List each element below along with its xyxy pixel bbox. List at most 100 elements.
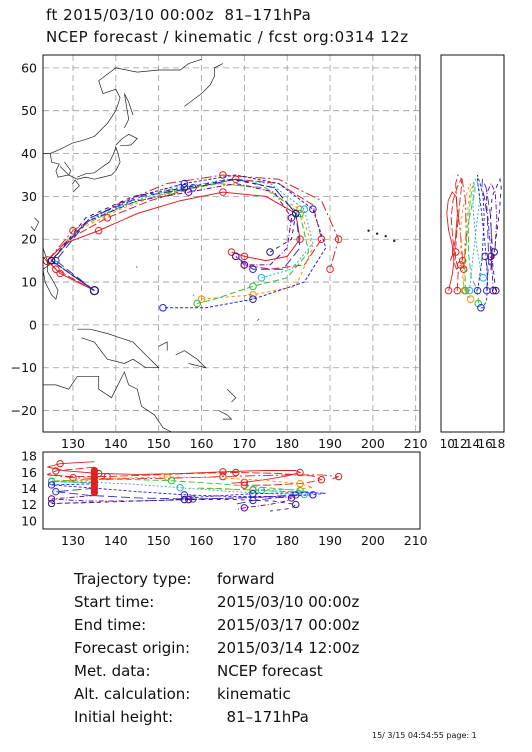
bottom-y-tick-label: 16 (21, 465, 37, 480)
trajectory-marker (184, 188, 193, 196)
coastline (71, 179, 80, 193)
bottom-start-marker (90, 466, 99, 475)
x-tick-label: 200 (361, 533, 385, 548)
side-trajectory-marker (465, 286, 474, 295)
trajectory-marker (219, 188, 227, 196)
bottom-trajectory-marker (309, 491, 317, 499)
x-tick-label: 210 (404, 436, 428, 451)
side-x-tick-label: 12 (452, 437, 467, 451)
bottom-trajectory-line (51, 476, 314, 491)
side-panel-frame (440, 54, 505, 433)
trajectory-marker (103, 213, 112, 222)
bottom-trajectory-line (47, 466, 323, 486)
main-map-ticks: 130 140 150 160 170 180 190 200 210 60 50 40 30 20 10 0… (11, 60, 428, 451)
header-line-2: NCEP forecast / kinematic / fcst org:031… (46, 28, 409, 46)
side-trajectory-marker (479, 273, 487, 282)
bottom-trajectory-marker (300, 490, 309, 499)
trajectory-line (50, 174, 327, 309)
island (367, 229, 370, 232)
trajectory-marker (296, 209, 304, 218)
side-x-tick-label: 18 (490, 437, 505, 451)
info-row: Start time: 2015/03/10 00:00z (74, 593, 359, 611)
coastline (43, 371, 172, 433)
coastline (135, 266, 138, 268)
side-x-tick-label: 10 (440, 437, 455, 451)
side-trajectory-line (481, 179, 493, 291)
island (384, 235, 387, 238)
coastline (226, 388, 237, 403)
bottom-trajectory-line (51, 478, 309, 493)
bottom-trajectory-marker (52, 467, 60, 475)
trajectory-marker (257, 273, 266, 282)
trajectory-marker (266, 248, 274, 256)
info-label: Forecast origin: (74, 639, 191, 657)
x-tick-label: 130 (61, 436, 85, 451)
bottom-trajectory-marker (219, 472, 227, 481)
side-trajectory-line (476, 174, 489, 309)
bottom-trajectory-marker (176, 483, 184, 492)
trajectory-marker (189, 184, 197, 192)
side-trajectory-marker (459, 265, 468, 274)
info-value: NCEP forecast (217, 662, 323, 680)
header-line-1: ft 2015/03/10 00:00z 81–171hPa (46, 6, 312, 24)
y-tick-label: 40 (21, 146, 37, 161)
trajectory-marker (291, 209, 300, 218)
bottom-trajectory-marker (240, 504, 249, 512)
info-value: 2015/03/10 00:00z (217, 593, 360, 611)
coastline (158, 341, 168, 351)
side-trajectory-marker (444, 286, 453, 295)
bottom-panel-trajectories (47, 459, 343, 512)
trajectory-marker (52, 256, 60, 265)
bottom-trajectory-marker (317, 476, 326, 484)
y-tick-label: 50 (21, 103, 37, 118)
side-trajectory-line (464, 182, 480, 304)
coastline (43, 58, 202, 154)
side-trajectory-marker (473, 286, 482, 295)
trajectory-marker (249, 282, 257, 291)
coastline (256, 318, 260, 321)
footer-timestamp: 15/ 3/15 04:54:55 page: 1 (372, 731, 477, 740)
bottom-trajectory-line (51, 481, 313, 495)
trajectory-marker (69, 226, 77, 235)
bottom-trajectory-marker (47, 481, 56, 489)
info-label: Initial height: (74, 708, 174, 726)
bottom-trajectory-marker (47, 477, 56, 486)
x-tick-label: 160 (190, 533, 214, 548)
trajectory-line (46, 191, 301, 292)
info-label: End time: (74, 616, 147, 634)
trajectory-marker (287, 213, 296, 222)
x-tick-label: 140 (104, 436, 128, 451)
main-map-trajectories (42, 171, 343, 312)
bottom-trajectory-marker (180, 491, 189, 499)
trajectory-marker (326, 265, 334, 274)
bottom-trajectory-marker (167, 477, 176, 485)
x-tick-label: 180 (275, 533, 299, 548)
bottom-trajectory-line (51, 498, 297, 512)
main-map-grid (43, 55, 420, 432)
bottom-trajectory-marker (52, 487, 60, 496)
x-tick-label: 210 (404, 533, 428, 548)
trajectory-marker (219, 171, 227, 179)
trajectory-marker (296, 235, 304, 244)
side-panel-trajectories (444, 174, 502, 312)
bottom-panel-frame (42, 451, 421, 530)
x-tick-label: 150 (147, 533, 171, 548)
side-trajectory-marker (481, 252, 490, 261)
x-tick-label: 200 (361, 436, 385, 451)
side-x-tick-label: 14 (465, 437, 480, 451)
y-tick-label: −20 (11, 403, 37, 418)
coastline (124, 93, 134, 128)
coastline (30, 217, 40, 232)
side-trajectory-line (469, 178, 484, 291)
trajectory-line (50, 182, 293, 292)
trajectory-line (50, 182, 310, 304)
coastline (115, 133, 138, 147)
info-label: Alt. calculation: (74, 685, 191, 703)
y-tick-label: −10 (11, 360, 37, 375)
bottom-trajectory-marker (219, 468, 227, 476)
bottom-trajectory-marker (103, 472, 111, 481)
trajectory-marker (249, 295, 257, 303)
trajectory-marker (240, 252, 249, 261)
bottom-trajectory-marker (287, 494, 296, 502)
